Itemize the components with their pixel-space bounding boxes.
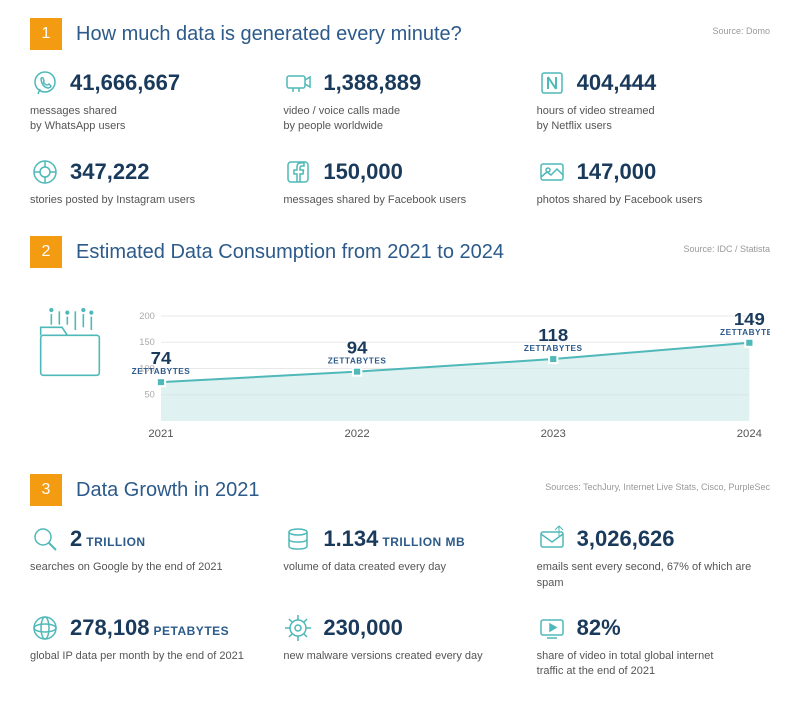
section-3-source: Sources: TechJury, Internet Live Stats, … [545, 482, 770, 492]
photo-icon [537, 157, 567, 187]
section-1-number: 1 [30, 18, 62, 50]
stat-description: hours of video streamedby Netflix users [537, 104, 770, 135]
globe-icon [30, 613, 60, 643]
section-1-header: 1 How much data is generated every minut… [30, 18, 770, 50]
svg-text:118: 118 [538, 324, 568, 345]
stat-description: emails sent every second, 67% of which a… [537, 560, 770, 591]
section-1-title: How much data is generated every minute? [76, 23, 462, 46]
stat-value: 147,000 [577, 159, 657, 185]
instagram-icon [30, 157, 60, 187]
stat-item: 3,026,626 emails sent every second, 67% … [537, 524, 770, 591]
stat-unit: TRILLION MB [382, 535, 465, 549]
play-icon [537, 613, 567, 643]
whatsapp-icon [30, 68, 60, 98]
svg-text:200: 200 [139, 311, 154, 321]
stat-item: 41,666,667 messages sharedby WhatsApp us… [30, 68, 263, 135]
stat-item: 147,000 photos shared by Facebook users [537, 157, 770, 208]
stat-value: 404,444 [577, 70, 657, 96]
section-3-header: 3 Data Growth in 2021 Sources: TechJury,… [30, 474, 770, 506]
search-icon [30, 524, 60, 554]
section-1-stats-grid: 41,666,667 messages sharedby WhatsApp us… [30, 68, 770, 208]
stat-item: 1,388,889 video / voice calls madeby peo… [283, 68, 516, 135]
stat-value: 278,108PETABYTES [70, 615, 229, 641]
stat-value: 82% [577, 615, 621, 641]
email-icon [537, 524, 567, 554]
stat-unit: PETABYTES [154, 624, 230, 638]
consumption-chart: 5010015020074ZETTABYTES202194ZETTABYTES2… [130, 286, 770, 446]
stat-value: 3,026,626 [577, 526, 675, 552]
chart-row: 5010015020074ZETTABYTES202194ZETTABYTES2… [30, 286, 770, 446]
section-3-title: Data Growth in 2021 [76, 479, 259, 502]
stat-description: global IP data per month by the end of 2… [30, 649, 263, 664]
data-folder-icon [30, 306, 110, 386]
stat-value: 41,666,667 [70, 70, 180, 96]
database-icon [283, 524, 313, 554]
svg-text:149: 149 [734, 308, 765, 329]
stat-value: 1.134TRILLION MB [323, 526, 465, 552]
section-2-source: Source: IDC / Statista [683, 244, 770, 254]
section-2-header: 2 Estimated Data Consumption from 2021 t… [30, 236, 770, 268]
section-3-stats-grid: 2TRILLION searches on Google by the end … [30, 524, 770, 680]
svg-text:ZETTABYTES: ZETTABYTES [720, 328, 770, 337]
stat-description: photos shared by Facebook users [537, 193, 770, 208]
stat-description: stories posted by Instagram users [30, 193, 263, 208]
stat-value: 230,000 [323, 615, 403, 641]
stat-value: 150,000 [323, 159, 403, 185]
svg-text:74: 74 [151, 348, 173, 369]
video-call-icon [283, 68, 313, 98]
stat-item: 347,222 stories posted by Instagram user… [30, 157, 263, 208]
section-2-title: Estimated Data Consumption from 2021 to … [76, 241, 504, 264]
stat-item: 278,108PETABYTES global IP data per mont… [30, 613, 263, 680]
stat-value: 2TRILLION [70, 526, 146, 552]
stat-item: 404,444 hours of video streamedby Netfli… [537, 68, 770, 135]
stat-unit: TRILLION [86, 535, 145, 549]
stat-value: 347,222 [70, 159, 150, 185]
stat-item: 2TRILLION searches on Google by the end … [30, 524, 263, 591]
stat-item: 230,000 new malware versions created eve… [283, 613, 516, 680]
section-1-source: Source: Domo [712, 26, 770, 36]
svg-text:ZETTABYTES: ZETTABYTES [132, 367, 191, 376]
svg-text:2021: 2021 [148, 428, 173, 440]
svg-text:150: 150 [139, 338, 154, 348]
facebook-icon [283, 157, 313, 187]
stat-item: 1.134TRILLION MB volume of data created … [283, 524, 516, 591]
svg-text:ZETTABYTES: ZETTABYTES [524, 344, 583, 353]
svg-text:50: 50 [144, 390, 154, 400]
section-3-number: 3 [30, 474, 62, 506]
stat-item: 150,000 messages shared by Facebook user… [283, 157, 516, 208]
svg-text:2024: 2024 [737, 428, 762, 440]
stat-description: new malware versions created every day [283, 649, 516, 664]
netflix-icon [537, 68, 567, 98]
section-2-number: 2 [30, 236, 62, 268]
stat-description: share of video in total global internett… [537, 649, 770, 680]
stat-description: video / voice calls madeby people worldw… [283, 104, 516, 135]
stat-item: 82% share of video in total global inter… [537, 613, 770, 680]
svg-text:2022: 2022 [344, 428, 369, 440]
svg-text:2023: 2023 [541, 428, 566, 440]
stat-description: searches on Google by the end of 2021 [30, 560, 263, 575]
malware-icon [283, 613, 313, 643]
stat-value: 1,388,889 [323, 70, 421, 96]
stat-description: messages sharedby WhatsApp users [30, 104, 263, 135]
stat-description: volume of data created every day [283, 560, 516, 575]
svg-text:94: 94 [347, 337, 369, 358]
svg-text:ZETTABYTES: ZETTABYTES [328, 357, 387, 366]
stat-description: messages shared by Facebook users [283, 193, 516, 208]
